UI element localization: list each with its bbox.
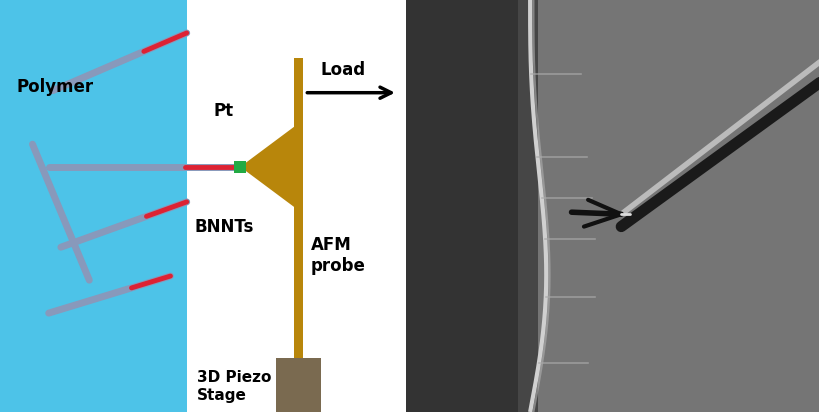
- Text: Load: Load: [320, 61, 365, 79]
- Bar: [293, 58, 302, 379]
- Bar: [405, 0, 529, 412]
- Bar: [0, 0, 187, 412]
- Text: Polymer: Polymer: [16, 77, 93, 96]
- Text: BNNTs: BNNTs: [195, 218, 254, 236]
- Bar: [517, 0, 538, 412]
- Text: AFM
probe: AFM probe: [310, 236, 365, 275]
- Text: Pt: Pt: [213, 102, 233, 120]
- Bar: [234, 161, 246, 173]
- Bar: [276, 358, 320, 412]
- Text: 3D Piezo
Stage: 3D Piezo Stage: [197, 370, 271, 403]
- Bar: [187, 0, 405, 412]
- Polygon shape: [240, 124, 298, 210]
